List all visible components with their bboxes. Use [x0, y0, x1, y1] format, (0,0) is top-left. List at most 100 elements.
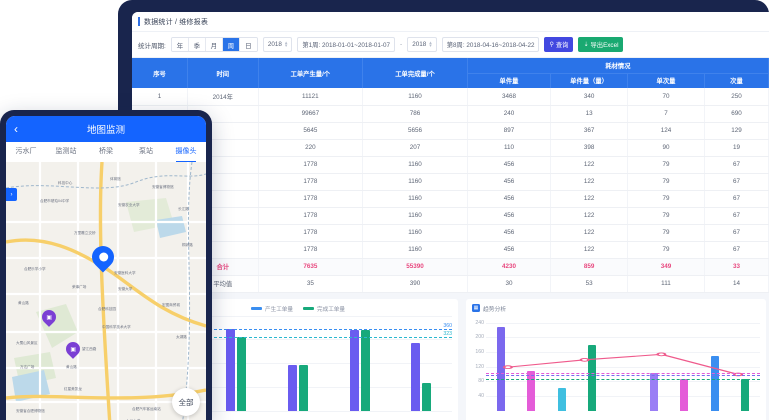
search-button[interactable]: ⚲ 查询 [544, 37, 574, 52]
back-arrow-icon[interactable]: ‹ [14, 122, 18, 136]
tab-camera[interactable]: 摄像头 [166, 142, 206, 162]
table-cell-5: 340 [550, 88, 629, 106]
legend-swatch-created [251, 307, 263, 310]
svg-text:科技中心: 科技中心 [58, 180, 73, 185]
map-pin-camera[interactable]: ▣ [39, 307, 59, 328]
svg-text:合肥市琥珀04中学: 合肥市琥珀04中学 [40, 198, 70, 203]
tab-sewage-plant[interactable]: 污水厂 [15, 148, 37, 155]
tab-monitor-station[interactable]: 监测站 [55, 148, 77, 155]
table-cell-4: 897 [467, 122, 552, 140]
th-index[interactable]: 序号 [132, 58, 189, 88]
table-cell-5: 122 [550, 190, 629, 208]
table-cell-4: 456 [467, 207, 552, 225]
table-row[interactable]: 1778 1160 456 122 79 67 [132, 190, 769, 208]
table-average-row-cell-0: 35 [258, 275, 364, 293]
period-option-week[interactable]: 周 [222, 38, 240, 51]
th-time[interactable]: 时间 [187, 58, 259, 88]
legend-item-completed[interactable]: 完成工单量 [303, 305, 345, 313]
period-option-quarter[interactable]: 季 [188, 38, 206, 51]
bar-8[interactable] [741, 379, 750, 411]
table-row[interactable]: 1 2014年 11121 1160 3468 340 70 250 [132, 88, 769, 106]
bar-pair[interactable] [411, 342, 432, 411]
chart2-plot: 40 80 120 160 200 240 [475, 316, 760, 411]
period-option-month[interactable]: 月 [205, 38, 223, 51]
table-row[interactable]: 1778 1160 456 122 79 67 [132, 207, 769, 225]
mobile-page-title: 地图监测 [86, 125, 125, 136]
bar-7[interactable] [710, 355, 719, 411]
table-cell-5: 122 [550, 173, 629, 191]
week-from-input[interactable]: 第1周: 2018-01-01~2018-01-07 [297, 37, 396, 52]
map-pin-location[interactable] [87, 241, 119, 274]
table-total-row-cell-2: 4230 [467, 258, 552, 276]
period-segmented-control[interactable]: 年 季 月 周 日 [170, 37, 258, 52]
table-cell-7: 67 [704, 207, 769, 225]
table-cell-6: 124 [627, 122, 705, 140]
table-row[interactable]: 1778 1160 456 122 79 67 [132, 156, 769, 174]
bar-pair[interactable] [226, 329, 247, 411]
bar-完成工单量[interactable] [422, 383, 432, 411]
bar-6[interactable] [680, 379, 689, 411]
bar-完成工单量[interactable] [360, 329, 370, 411]
year-to-input[interactable]: 2018 ▴ ▾ [407, 37, 437, 52]
mobile-screen: ‹ 地图监测 污水厂 监测站 桥梁 泵站 摄像头 [6, 116, 206, 420]
bar-产生工单量[interactable] [411, 342, 421, 411]
period-option-year[interactable]: 年 [171, 38, 189, 51]
table-row[interactable]: 99667 786 240 13 7 690 [132, 105, 769, 123]
period-option-day[interactable]: 日 [239, 38, 257, 51]
bar-3[interactable] [588, 345, 597, 411]
year-to-value: 2018 [412, 41, 427, 48]
map-side-toggle[interactable]: › [6, 188, 17, 201]
map-all-button[interactable]: 全部 [172, 388, 200, 416]
bar-5[interactable] [649, 372, 658, 411]
th-sub-1[interactable]: 单件量（量） [550, 73, 629, 88]
bar-1[interactable] [527, 371, 536, 411]
table-row[interactable]: 5645 5656 897 367 124 129 [132, 122, 769, 140]
th-created[interactable]: 工单产生量/个 [258, 58, 364, 88]
table-cell-7: 67 [704, 241, 769, 259]
bar-完成工单量[interactable] [237, 337, 247, 411]
table-average-row-cell-1: 390 [362, 275, 468, 293]
bar-0[interactable] [496, 327, 505, 411]
th-sub-2[interactable]: 单次量 [627, 73, 705, 88]
mobile-tab-bar: 污水厂 监测站 桥梁 泵站 摄像头 [6, 142, 206, 162]
tab-bridge[interactable]: 桥梁 [99, 148, 113, 155]
table-cell-7: 67 [704, 190, 769, 208]
bar-完成工单量[interactable] [298, 365, 308, 411]
svg-text:万达广场: 万达广场 [20, 364, 35, 369]
reference-line [144, 329, 452, 331]
week-to-input[interactable]: 第8周: 2018-04-16~2018-04-22 [441, 37, 540, 52]
bar-pair[interactable] [349, 329, 370, 411]
table-cell-3: 1160 [362, 190, 468, 208]
table-row[interactable]: 1778 1160 456 122 79 67 [132, 241, 769, 259]
table-cell-7: 67 [704, 156, 769, 174]
table-row[interactable]: 1778 1160 456 122 79 67 [132, 173, 769, 191]
chart-panel-trend: ▦ 趋势分析 40 80 120 160 200 240 [466, 298, 766, 420]
svg-text:安徽大学: 安徽大学 [118, 286, 133, 291]
map-view[interactable]: 科技中心 体育馆 安徽省博物馆 合肥市琥珀04中学 安徽农业大学 长江路 万里雕立交桥… [6, 162, 206, 420]
table-cell-7: 129 [704, 122, 769, 140]
table-cell-3: 207 [362, 139, 468, 157]
th-group-consumables: 耗材情况 [467, 58, 769, 74]
table-average-row-cell-4: 111 [627, 275, 705, 293]
bar-产生工单量[interactable] [287, 365, 297, 411]
stepper-icon[interactable]: ▴ ▾ [284, 39, 288, 49]
desktop-screen: 数据统计 / 维修报表 统计周期: 年 季 月 周 日 2018 ▴ ▾ 第1周:… [132, 12, 769, 420]
table-row[interactable]: 1778 1160 456 122 79 67 [132, 224, 769, 242]
th-completed[interactable]: 工单完成量/个 [362, 58, 468, 88]
table-cell-6: 79 [627, 241, 705, 259]
table-cell-5: 122 [550, 241, 629, 259]
year-from-input[interactable]: 2018 ▴ ▾ [262, 37, 293, 52]
th-sub-0[interactable]: 单件量 [467, 73, 552, 88]
legend-item-created[interactable]: 产生工单量 [251, 305, 293, 313]
map-pin-camera[interactable]: ▣ [63, 339, 83, 360]
tab-pump-station[interactable]: 泵站 [139, 148, 153, 155]
svg-text:安徽省合肥博物馆: 安徽省合肥博物馆 [16, 408, 45, 413]
bar-产生工单量[interactable] [349, 329, 359, 411]
bar-2[interactable] [557, 387, 566, 411]
bar-产生工单量[interactable] [226, 329, 236, 411]
th-sub-3[interactable]: 次量 [704, 73, 769, 88]
table-row[interactable]: 220 207 110 398 90 19 [132, 139, 769, 157]
stepper-icon[interactable]: ▴ ▾ [429, 39, 432, 49]
bar-pair[interactable] [287, 365, 308, 411]
export-excel-button[interactable]: ⇣ 导出Excel [578, 37, 624, 52]
